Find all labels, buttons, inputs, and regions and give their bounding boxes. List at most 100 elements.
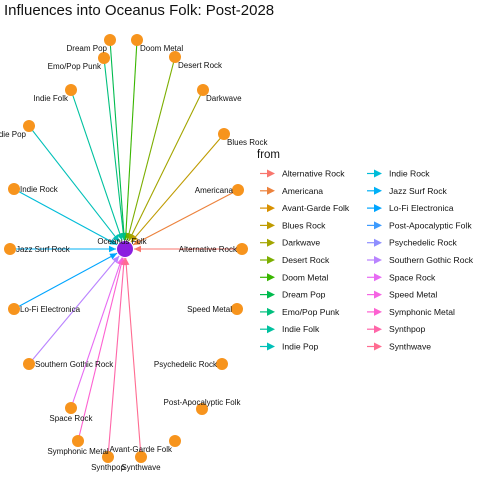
legend-item-alternative-rock: Alternative Rock: [260, 169, 345, 179]
legend-key-arrow: [374, 238, 382, 247]
legend-key-arrow: [374, 186, 382, 195]
edge-indie-pop: [28, 125, 120, 243]
node-label-darkwave: Darkwave: [206, 94, 242, 103]
legend-label: Blues Rock: [282, 220, 326, 230]
legend-item-indie-folk: Indie Folk: [260, 324, 320, 334]
legend-item-speed-metal: Speed Metal: [367, 290, 437, 300]
arrowhead-blues-rock: [130, 234, 138, 243]
node-label-desert-rock: Desert Rock: [178, 61, 223, 70]
node-synthpop: [102, 451, 114, 463]
edge-space-rock: [70, 257, 123, 409]
legend-label: Indie Folk: [282, 324, 320, 334]
legend-key-arrow: [267, 238, 275, 247]
legend-label: Lo-Fi Electronica: [389, 203, 454, 213]
arrowhead-layer: [109, 232, 141, 266]
node-americana: [232, 184, 244, 196]
legend-key-arrow: [374, 342, 382, 351]
legend-item-synthpop: Synthpop: [367, 324, 426, 334]
legend-item-psychedelic-rock: Psychedelic Rock: [367, 238, 458, 248]
legend-key-arrow: [267, 221, 275, 230]
arrowhead-alternative-rock: [134, 245, 141, 253]
node-label-space-rock: Space Rock: [49, 414, 93, 423]
legend-key-arrow: [267, 204, 275, 213]
label-layer: Dream Pop Doom Metal Emo/Pop Punk Desert Ro…: [0, 44, 268, 472]
legend-label: Symphonic Metal: [389, 307, 455, 317]
node-layer: [4, 34, 248, 463]
node-jazz-surf-rock: [4, 243, 16, 255]
legend-label: Jazz Surf Rock: [389, 186, 447, 196]
legend-key-arrow: [267, 325, 275, 334]
edge-darkwave: [128, 89, 204, 242]
legend-key-arrow: [267, 186, 275, 195]
legend-label: Avant-Garde Folk: [282, 203, 350, 213]
node-blues-rock: [218, 128, 230, 140]
legend-key-arrow: [267, 256, 275, 264]
legend-label: Americana: [282, 186, 323, 196]
legend-title: from: [257, 149, 280, 161]
legend-item-post-apocalyptic-folk: Post-Apocalyptic Folk: [367, 220, 472, 230]
node-label-dream-pop: Dream Pop: [67, 44, 108, 53]
node-oceanus-folk: [117, 241, 133, 257]
node-label-post-apocalyptic-folk: Post-Apocalyptic Folk: [164, 398, 242, 407]
arrowhead-lo-fi-electronica: [109, 253, 118, 260]
legend-item-emo-pop-punk: Emo/Pop Punk: [260, 307, 340, 317]
node-label-indie-folk: Indie Folk: [33, 94, 69, 103]
edge-dream-pop: [109, 39, 125, 241]
legend-item-lo-fi-electronica: Lo-Fi Electronica: [367, 203, 454, 213]
arrowhead-darkwave: [128, 233, 135, 241]
node-darkwave: [197, 84, 209, 96]
arrowhead-synthwave: [123, 257, 130, 266]
legend-label: Post-Apocalyptic Folk: [389, 220, 472, 230]
node-doom-metal: [131, 34, 143, 46]
node-emo-pop-punk: [98, 52, 110, 64]
legend-key-arrow: [374, 169, 382, 178]
edge-indie-rock: [13, 188, 118, 246]
legend-item-dream-pop: Dream Pop: [260, 290, 326, 300]
arrowhead-southern-gothic-rock: [112, 255, 120, 264]
edge-synthwave: [125, 257, 142, 458]
legend-item-indie-rock: Indie Rock: [367, 169, 430, 179]
node-label-symphonic-metal: Symphonic Metal: [47, 447, 109, 456]
legend-key-arrow: [374, 204, 382, 213]
legend-key-arrow: [267, 169, 275, 178]
legend-key-arrow: [374, 273, 382, 282]
node-alternative-rock: [236, 243, 248, 255]
node-label-doom-metal: Doom Metal: [140, 44, 183, 53]
arrowhead-americana: [132, 238, 141, 245]
node-indie-rock: [8, 183, 20, 195]
node-label-blues-rock: Blues Rock: [227, 138, 268, 147]
legend-label: Indie Rock: [389, 169, 430, 179]
legend-item-desert-rock: Desert Rock: [260, 255, 330, 265]
legend-label: Alternative Rock: [282, 169, 345, 179]
node-label-oceanus-folk: Oceanus Folk: [97, 237, 147, 246]
legend-key-arrow: [374, 307, 382, 316]
edge-symphonic-metal: [77, 257, 124, 442]
legend-key-arrow: [374, 290, 382, 299]
node-symphonic-metal: [72, 435, 84, 447]
legend-item-darkwave: Darkwave: [260, 238, 320, 248]
legend-label: Darkwave: [282, 238, 320, 248]
legend-item-avant-garde-folk: Avant-Garde Folk: [260, 203, 350, 213]
node-southern-gothic-rock: [23, 358, 35, 370]
legend-key-arrow: [267, 342, 275, 351]
node-label-psychedelic-rock: Psychedelic Rock: [154, 360, 218, 369]
legend-item-indie-pop: Indie Pop: [260, 342, 319, 352]
node-label-alternative-rock: Alternative Rock: [179, 245, 238, 254]
legend-key-arrow: [374, 256, 382, 264]
legend-key-arrow: [267, 307, 275, 316]
edge-desert-rock: [126, 56, 176, 241]
node-label-indie-rock: Indie Rock: [20, 185, 59, 194]
edge-layer: [10, 39, 242, 458]
legend-item-americana: Americana: [260, 186, 323, 196]
node-label-avant-garde-folk: Avant-Garde Folk: [109, 445, 173, 454]
legend-label: Indie Pop: [282, 342, 319, 352]
legend-item-symphonic-metal: Symphonic Metal: [367, 307, 455, 317]
node-avant-garde-folk: [169, 435, 181, 447]
edge-indie-folk: [70, 89, 123, 241]
node-indie-folk: [65, 84, 77, 96]
node-label-synthpop: Synthpop: [91, 463, 125, 472]
edge-blues-rock: [130, 133, 225, 243]
node-indie-pop: [23, 120, 35, 132]
